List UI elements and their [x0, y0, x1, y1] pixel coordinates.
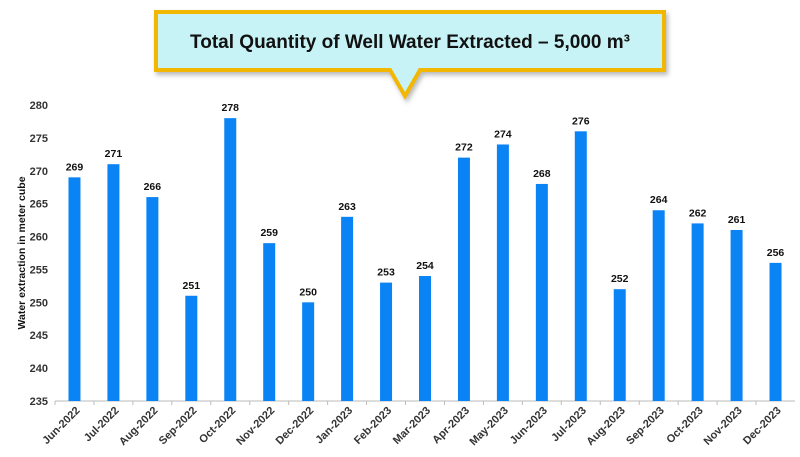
x-tick-label: Mar-2023 [391, 405, 433, 447]
bar [68, 177, 81, 401]
data-label: 269 [66, 161, 84, 173]
bar [574, 131, 587, 402]
data-label: 263 [338, 201, 356, 213]
bar [380, 282, 393, 401]
y-tick-label: 270 [30, 166, 48, 178]
data-label: 268 [533, 168, 551, 180]
bar [652, 210, 665, 401]
bar [302, 302, 315, 401]
bar [691, 223, 704, 401]
data-label: 266 [144, 181, 162, 193]
data-label: 252 [611, 273, 629, 285]
y-tick-label: 245 [30, 330, 48, 342]
x-tick-label: Nov-2023 [702, 405, 745, 448]
x-tick-label: Oct-2022 [197, 405, 238, 446]
y-tick-label: 260 [30, 232, 48, 244]
data-label: 276 [572, 115, 590, 127]
y-tick-label: 265 [30, 199, 48, 211]
y-tick-label: 280 [30, 100, 48, 112]
data-label: 274 [494, 128, 512, 140]
data-label: 261 [728, 214, 746, 226]
data-label: 272 [455, 142, 473, 154]
data-label: 251 [183, 280, 201, 292]
data-label: 278 [221, 102, 239, 114]
data-label: 262 [689, 207, 707, 219]
bar [457, 157, 470, 401]
data-label: 259 [260, 227, 278, 239]
x-tick-label: Sep-2022 [157, 405, 200, 448]
x-tick-label: Jan-2023 [313, 405, 355, 447]
bar [146, 197, 159, 401]
y-axis-label: Water extraction in meter cube [16, 176, 28, 329]
bar [769, 262, 782, 401]
data-label: 253 [377, 267, 395, 279]
x-tick-label: Jun-2022 [40, 405, 82, 447]
x-axis-ticks: Jun-2022 Jul-2022Aug-2022Sep-2022Oct-2022… [40, 401, 784, 449]
x-tick-label: Dec-2022 [274, 405, 317, 448]
x-tick-label: May-2023 [467, 405, 511, 449]
y-axis-ticks: 235 240 245 250 255 260 265 270 275 280 [30, 100, 48, 408]
y-tick-label: 235 [30, 396, 48, 408]
bars: 269 271 266 251 278 259 250 263 253 254 272 274 268 2… [66, 102, 785, 402]
x-tick-label: Aug-2022 [117, 405, 161, 449]
x-tick-label: Feb-2023 [352, 405, 394, 447]
data-label: 271 [105, 148, 123, 160]
x-tick-label: Apr-2023 [430, 405, 472, 447]
bar [224, 118, 237, 402]
bar [185, 295, 198, 401]
title-callout [154, 10, 666, 101]
bar [535, 183, 548, 401]
x-tick-label: Jun-2023 [508, 405, 550, 447]
bar [341, 216, 354, 401]
y-tick-label: 240 [30, 363, 48, 375]
x-tick-label: Jul-2022 [82, 405, 122, 445]
x-tick-label: Jul-2023 [549, 405, 589, 445]
x-tick-label: Oct-2023 [664, 405, 705, 446]
data-label: 264 [650, 194, 668, 206]
bar [613, 289, 626, 401]
y-tick-label: 250 [30, 297, 48, 309]
y-tick-label: 275 [30, 133, 48, 145]
x-tick-label: Nov-2022 [234, 405, 277, 448]
data-label: 250 [299, 286, 317, 298]
y-tick-label: 255 [30, 264, 48, 276]
bar [419, 276, 431, 401]
bar [107, 164, 120, 401]
bar [263, 243, 276, 401]
x-tick-label: Dec-2023 [741, 405, 784, 448]
chart-title: Total Quantity of Well Water Extracted –… [190, 32, 630, 53]
bar [730, 229, 743, 401]
bar [496, 144, 509, 401]
data-label: 256 [767, 247, 785, 259]
x-tick-label: Sep-2023 [624, 405, 667, 448]
x-tick-label: Aug-2023 [584, 405, 628, 449]
data-label: 254 [416, 260, 434, 272]
